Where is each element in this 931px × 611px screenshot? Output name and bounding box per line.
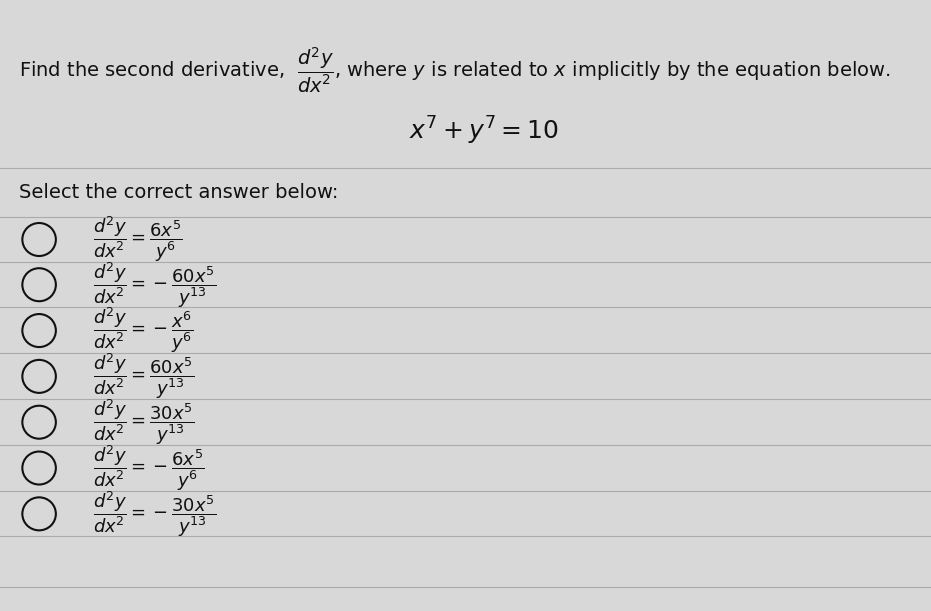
Text: Find the second derivative,  $\dfrac{d^2y}{dx^2}$, where $y$ is related to $x$ i: Find the second derivative, $\dfrac{d^2y… — [19, 46, 890, 95]
Text: $\dfrac{d^2y}{dx^2} = -\dfrac{30x^5}{y^{13}}$: $\dfrac{d^2y}{dx^2} = -\dfrac{30x^5}{y^{… — [93, 489, 216, 539]
Text: $\dfrac{d^2y}{dx^2} = -\dfrac{60x^5}{y^{13}}$: $\dfrac{d^2y}{dx^2} = -\dfrac{60x^5}{y^{… — [93, 260, 216, 310]
Text: $\dfrac{d^2y}{dx^2} = -\dfrac{6x^5}{y^6}$: $\dfrac{d^2y}{dx^2} = -\dfrac{6x^5}{y^6}… — [93, 443, 205, 493]
Text: $\dfrac{d^2y}{dx^2} = \dfrac{30x^5}{y^{13}}$: $\dfrac{d^2y}{dx^2} = \dfrac{30x^5}{y^{1… — [93, 397, 195, 447]
Text: $\dfrac{d^2y}{dx^2} = -\dfrac{x^6}{y^6}$: $\dfrac{d^2y}{dx^2} = -\dfrac{x^6}{y^6}$ — [93, 306, 194, 356]
Text: $\dfrac{d^2y}{dx^2} = \dfrac{6x^5}{y^6}$: $\dfrac{d^2y}{dx^2} = \dfrac{6x^5}{y^6}$ — [93, 214, 182, 265]
Text: Select the correct answer below:: Select the correct answer below: — [19, 183, 338, 202]
Text: $x^7+y^7=10$: $x^7+y^7=10$ — [410, 115, 559, 147]
Text: $\dfrac{d^2y}{dx^2} = \dfrac{60x^5}{y^{13}}$: $\dfrac{d^2y}{dx^2} = \dfrac{60x^5}{y^{1… — [93, 351, 195, 401]
